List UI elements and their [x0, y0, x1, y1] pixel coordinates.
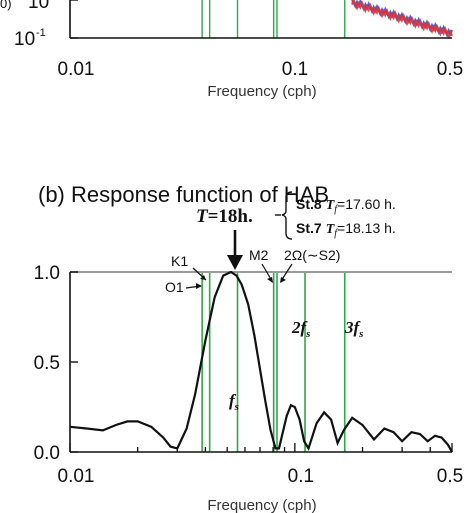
period-bracket [281, 191, 293, 240]
station-7-value: =18.13 h. [337, 220, 396, 236]
o1-pointer-head [196, 283, 202, 289]
response-curve [69, 270, 453, 453]
top-panel-y-tick-base: 10 [14, 29, 35, 50]
x-axis-label: Frequency (cph) [207, 497, 316, 513]
top-panel-x-axis-label: Frequency (cph) [207, 83, 316, 100]
k1-label: K1 [171, 253, 188, 269]
top-panel-x-tick-label: 0.01 [58, 59, 95, 80]
top-spectrum-trace [350, 0, 453, 40]
station-8-name: St.8 [296, 196, 322, 212]
x-ticks: 0.01 0.1 0.5 [58, 443, 463, 487]
top-panel-y-label-fragment: 0) [0, 0, 12, 11]
k1-pointer-head [200, 275, 206, 280]
y-tick-label: 0.5 [34, 353, 60, 374]
response-panel: (b) Response function of HAB T=18h. St.8… [34, 182, 464, 513]
three-fs-label: 3fs [344, 318, 363, 340]
station-7-name: St.7 [296, 220, 322, 236]
top-panel-green-lines [201, 0, 346, 38]
x-tick-label: 0.5 [437, 466, 463, 487]
x-tick-label: 0.1 [288, 466, 314, 487]
two-fs-label: 2fs [291, 318, 310, 340]
x-tick-label: 0.01 [58, 466, 95, 487]
period-symbol: T [196, 206, 209, 227]
top-panel: 0) 10 10 -1 0.01 0.1 0.5 Frequency (cph) [0, 0, 463, 100]
m2-pointer-head [267, 277, 273, 283]
green-marker-lines [201, 272, 346, 452]
top-panel-y-tick-label: 10 [28, 0, 49, 13]
y-ticks: 0.0 0.5 1.0 [34, 263, 78, 464]
station-8-note: St.8 Tf=17.60 h. [296, 196, 396, 215]
fs-label: fs [229, 391, 239, 413]
m2-label: M2 [249, 247, 269, 263]
y-tick-label: 0.0 [34, 443, 60, 464]
period-value: =18h. [208, 206, 253, 227]
s2-label: 2Ω(∼S2) [284, 247, 340, 263]
top-panel-y-tick-label: 10 [14, 29, 35, 50]
station-8-value: =17.60 h. [337, 196, 396, 212]
top-panel-x-tick-label: 0.5 [437, 59, 463, 80]
top-panel-x-tick-label: 0.1 [282, 59, 308, 80]
top-panel-spectrum [350, 0, 454, 40]
s2-pointer-head [280, 277, 286, 283]
period-annotation: T=18h. [196, 206, 253, 227]
top-spectrum-trace [351, 0, 454, 38]
o1-label: O1 [165, 279, 184, 295]
top-panel-y-tick-exponent: -1 [36, 27, 46, 39]
peak-arrow-head [227, 255, 243, 270]
station-7-note: St.7 Tf=18.13 h. [296, 220, 396, 239]
top-panel-y-tick-base: 10 [28, 0, 49, 13]
y-tick-label: 1.0 [34, 263, 60, 284]
chart-title: (b) Response function of HAB [38, 182, 329, 207]
